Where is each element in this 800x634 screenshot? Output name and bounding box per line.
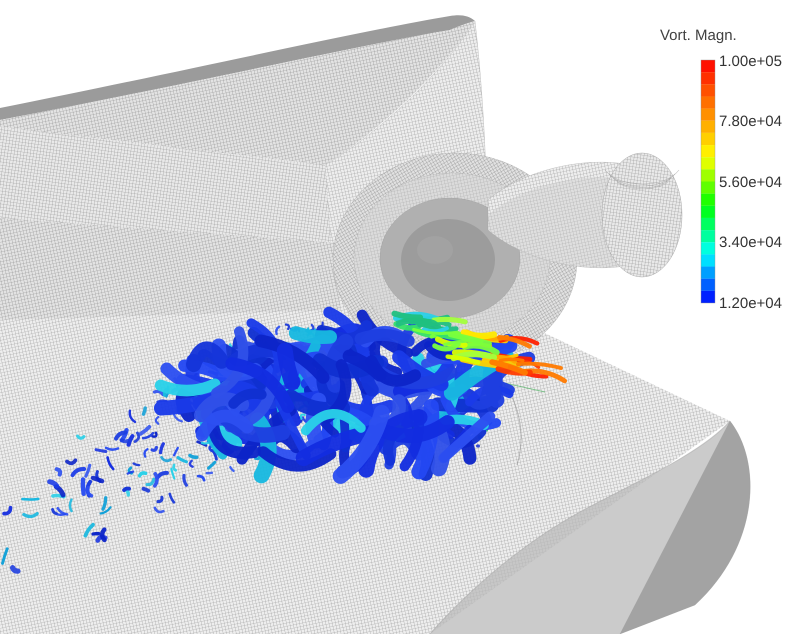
svg-text:1.20e+04: 1.20e+04 [719,295,782,312]
svg-text:7.80e+04: 7.80e+04 [719,113,782,130]
svg-text:1.00e+05: 1.00e+05 [719,53,782,70]
svg-text:5.60e+04: 5.60e+04 [719,174,782,191]
svg-text:3.40e+04: 3.40e+04 [719,234,782,251]
svg-text:Vort. Magn.: Vort. Magn. [660,27,737,44]
